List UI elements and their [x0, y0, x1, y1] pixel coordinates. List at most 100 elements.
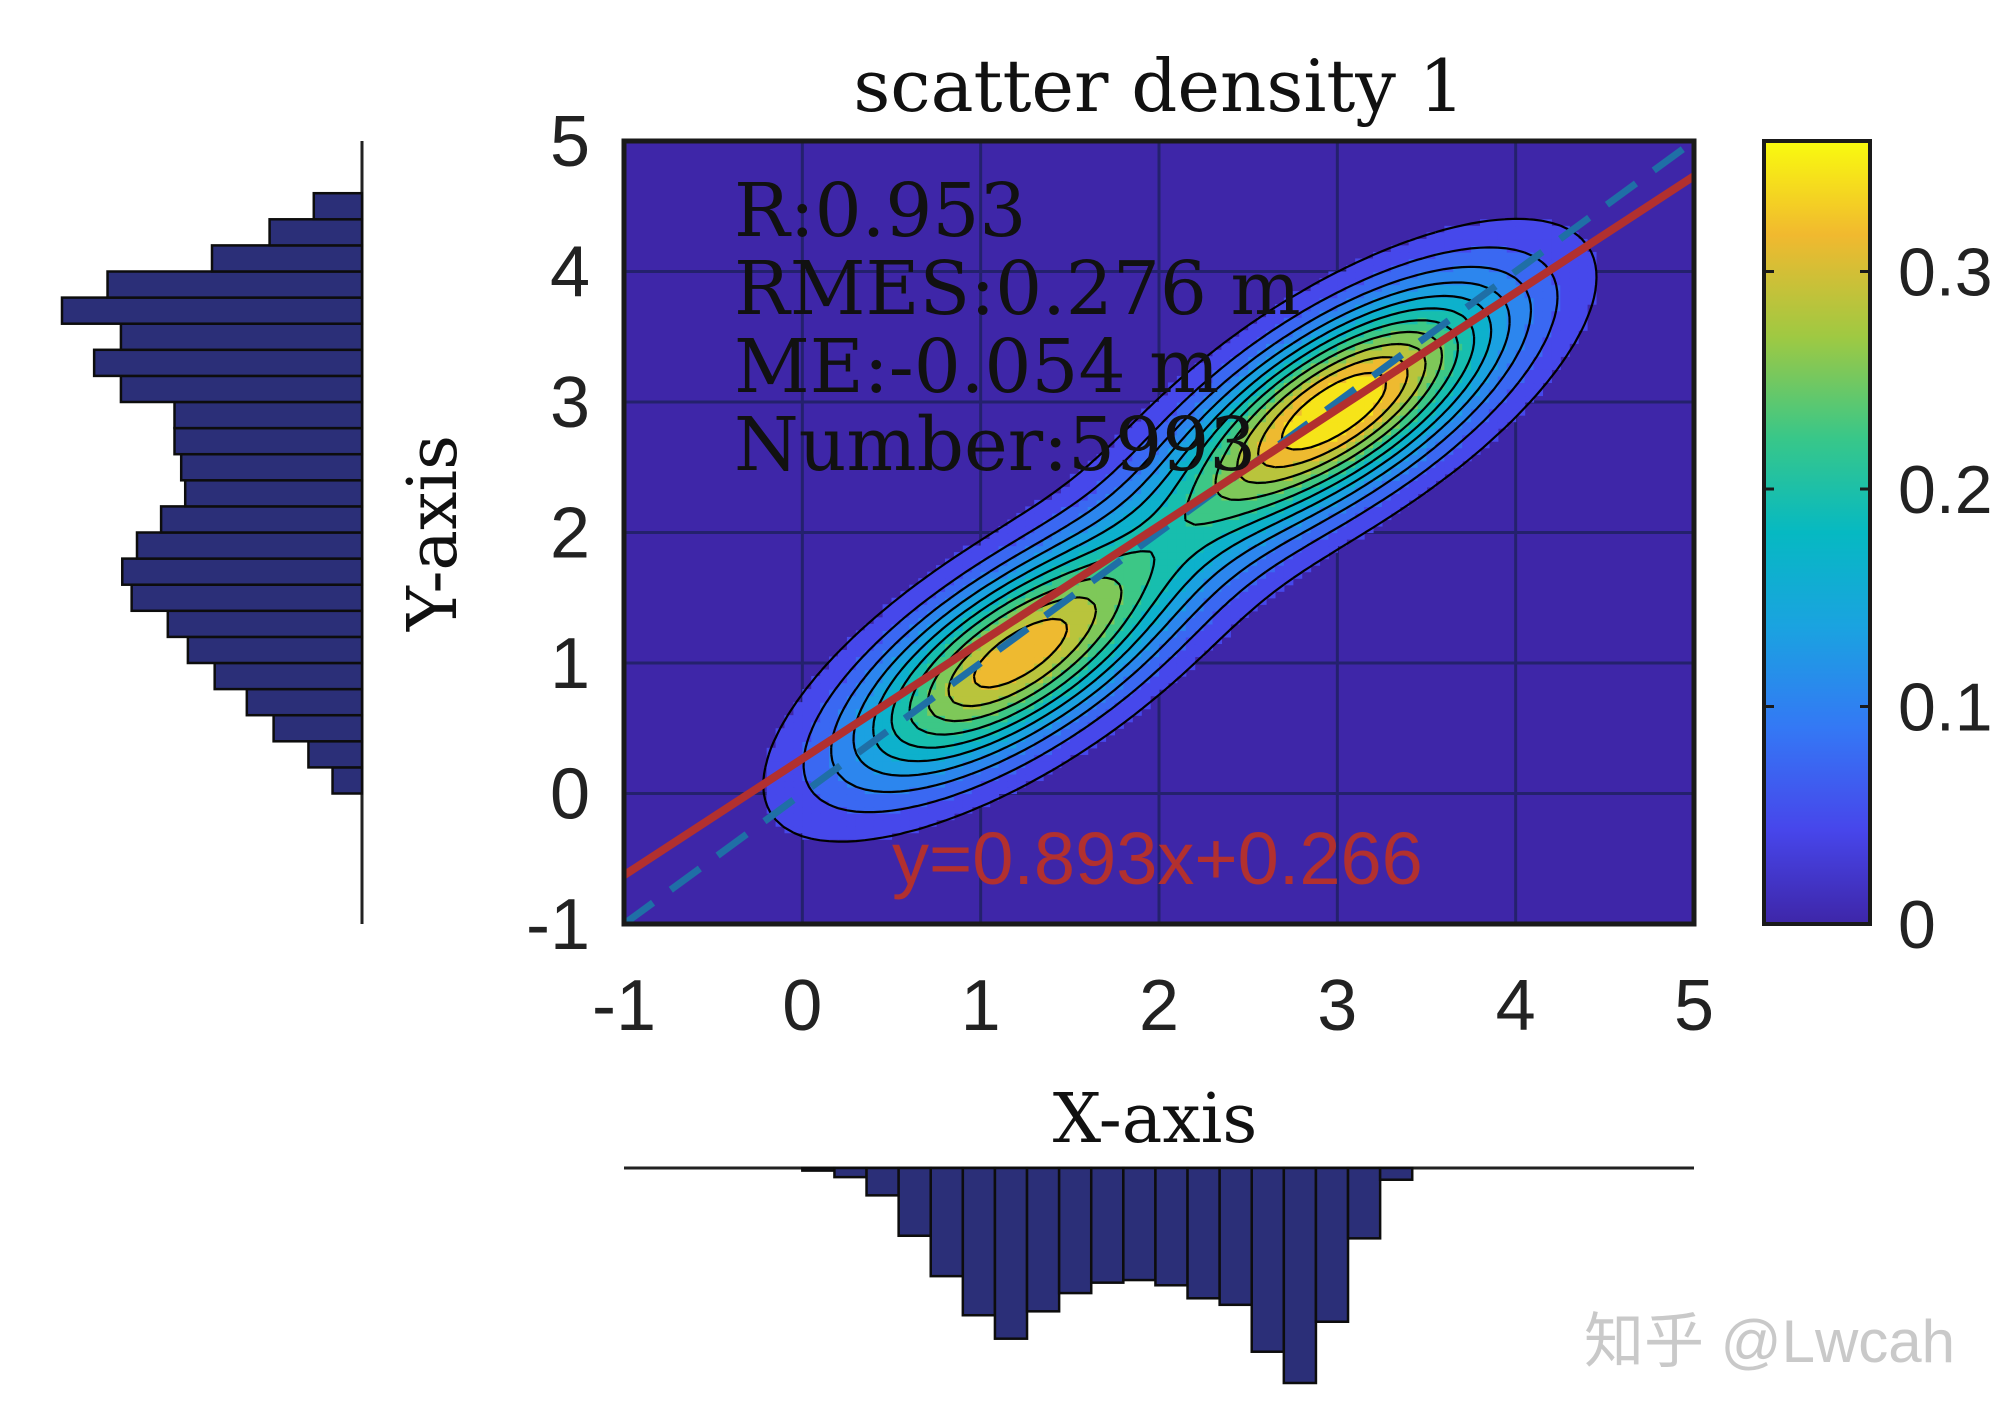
density-cell: [1515, 349, 1526, 357]
density-cell: [1016, 760, 1026, 768]
density-cell: [1230, 343, 1240, 351]
density-cell: [1355, 408, 1365, 416]
density-cell: [1025, 532, 1035, 540]
density-cell: [1105, 499, 1116, 507]
x-tick-label: 2: [1139, 966, 1179, 1046]
density-cell: [1185, 415, 1196, 423]
density-cell: [1239, 395, 1249, 403]
density-cell: [1185, 565, 1196, 573]
density-cell: [909, 780, 919, 788]
density-cell: [1194, 428, 1205, 436]
density-cell: [1364, 317, 1374, 325]
density-cell: [1141, 512, 1151, 521]
density-cell: [1310, 493, 1321, 501]
density-cell: [1337, 336, 1347, 344]
density-cell: [1114, 689, 1124, 697]
density-cell: [1069, 695, 1080, 703]
density-cell: [1444, 362, 1454, 370]
density-cell: [989, 669, 1000, 677]
density-cell: [1578, 310, 1588, 318]
density-cell: [1239, 486, 1249, 494]
density-cell: [1319, 408, 1330, 416]
density-cell: [1105, 721, 1116, 729]
density-cell: [1123, 486, 1133, 494]
density-cell: [1069, 493, 1080, 501]
density-cell: [1480, 238, 1490, 246]
density-cell: [1274, 571, 1285, 579]
density-cell: [1399, 349, 1410, 357]
density-cell: [811, 813, 821, 821]
density-cell: [1078, 702, 1089, 710]
density-cell: [1373, 421, 1383, 429]
density-cell: [1462, 447, 1472, 455]
density-cell: [1373, 428, 1383, 436]
density-cell: [1105, 460, 1116, 468]
density-cell: [1569, 297, 1579, 305]
density-cell: [1515, 297, 1526, 305]
density-cell: [1471, 441, 1481, 449]
density-cell: [936, 773, 946, 782]
density-cell: [1560, 271, 1570, 279]
density-cell: [775, 747, 786, 755]
density-cell: [1444, 415, 1454, 423]
density-cell: [1399, 473, 1410, 481]
density-cell: [1221, 369, 1231, 377]
density-cell: [1052, 617, 1062, 625]
density-cell: [980, 734, 991, 742]
density-cell: [793, 721, 803, 729]
density-cell: [838, 656, 848, 664]
density-cell: [918, 578, 928, 586]
density-cell: [1132, 591, 1142, 599]
density-cell: [1087, 545, 1098, 553]
density-cell: [1150, 499, 1160, 507]
density-cell: [1060, 591, 1071, 599]
density-cell: [1167, 395, 1178, 403]
density-cell: [1524, 225, 1535, 233]
density-cell: [1542, 375, 1552, 384]
density-cell: [1480, 356, 1490, 364]
density-cell: [927, 617, 937, 625]
density-cell: [1506, 297, 1517, 305]
density-cell: [900, 643, 910, 651]
density-cell: [864, 663, 875, 671]
density-cell: [953, 682, 964, 690]
density-cell: [1087, 473, 1098, 481]
density-cell: [1016, 702, 1026, 710]
density-cell: [1257, 447, 1267, 455]
density-cell: [1435, 304, 1445, 312]
density-cell: [1551, 238, 1561, 246]
density-cell: [1052, 754, 1062, 762]
density-cell: [1390, 323, 1401, 331]
density-cell: [1159, 578, 1169, 586]
density-cell: [1390, 447, 1401, 455]
density-cell: [1274, 343, 1285, 351]
density-cell: [1381, 473, 1392, 481]
density-cell: [1194, 460, 1205, 468]
density-cell: [1569, 336, 1579, 344]
density-cell: [838, 734, 848, 742]
density-cell: [1266, 388, 1276, 397]
density-cell: [1203, 636, 1214, 645]
density-cell: [1426, 395, 1437, 403]
density-cell: [1417, 434, 1428, 442]
y-tick-label: 1: [550, 624, 590, 704]
density-cell: [846, 649, 857, 658]
density-cell: [1328, 519, 1338, 527]
density-cell: [1141, 636, 1151, 645]
density-cell: [1587, 271, 1597, 279]
density-cell: [1069, 512, 1080, 521]
density-cell: [1471, 362, 1481, 370]
y-histogram-bar: [173, 426, 364, 456]
density-cell: [891, 702, 902, 710]
density-cell: [1283, 297, 1294, 305]
density-cell: [1488, 349, 1499, 357]
density-cell: [1212, 584, 1223, 592]
density-cell: [1444, 467, 1454, 475]
density-cell: [1230, 558, 1240, 566]
density-cell: [1266, 402, 1276, 410]
density-cell: [820, 734, 830, 742]
density-cell: [1310, 525, 1321, 534]
density-cell: [1399, 356, 1410, 364]
density-cell: [1007, 754, 1017, 762]
density-cell: [838, 663, 848, 671]
